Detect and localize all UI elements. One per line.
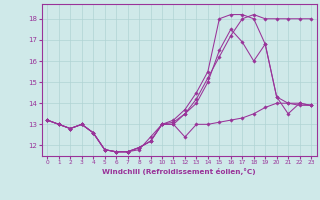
- X-axis label: Windchill (Refroidissement éolien,°C): Windchill (Refroidissement éolien,°C): [102, 168, 256, 175]
